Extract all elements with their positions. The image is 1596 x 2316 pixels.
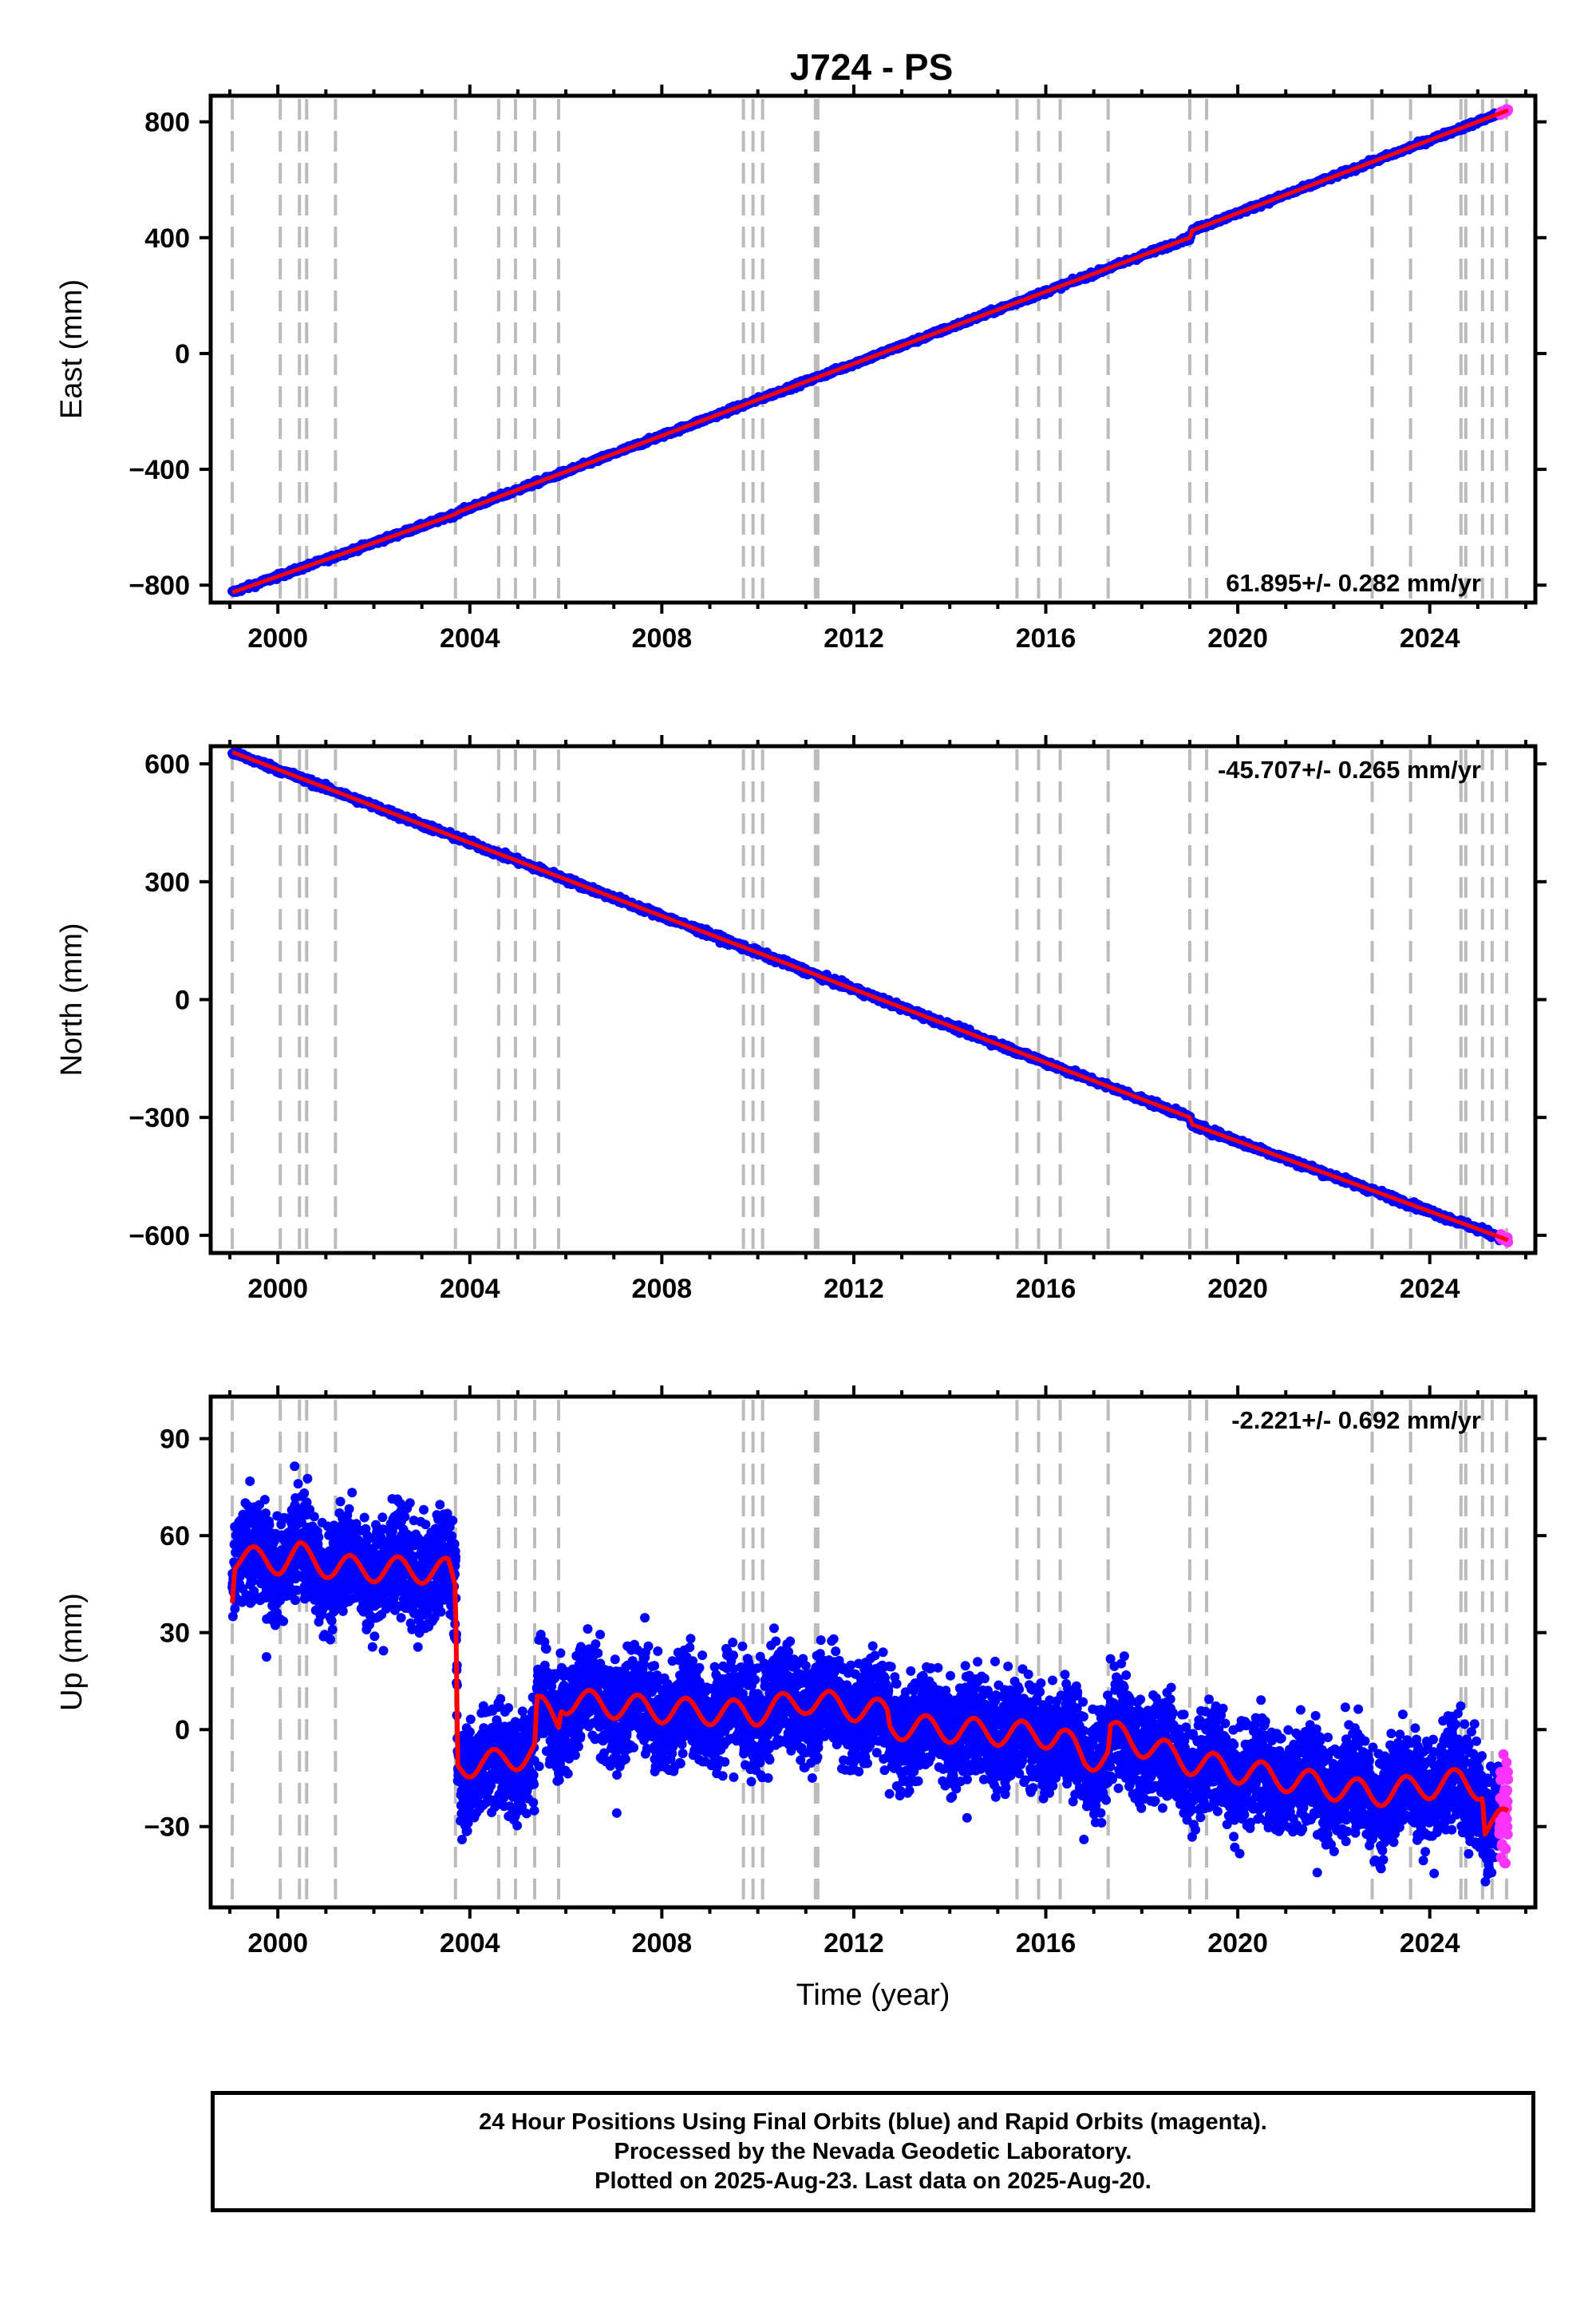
east-event-lines [231, 99, 1508, 599]
panels-container: −800 −400 0 400 800 2000 2004 2008 2012 2016 2020 2… [55, 85, 1547, 2012]
x-tick-label: 2012 [824, 623, 884, 654]
x-tick-label: 2000 [247, 623, 308, 654]
x-tick-label: 2012 [824, 1274, 884, 1304]
y-tick-label: 0 [175, 986, 190, 1016]
east-rate-label: 61.895+/- 0.282 mm/yr [1226, 569, 1481, 597]
east-model-line [231, 108, 1509, 595]
chart-title: J724 - PS [790, 46, 954, 88]
final-orbit-point [262, 1652, 271, 1662]
y-tick-label: −800 [128, 571, 190, 601]
final-orbit-point [230, 1603, 240, 1614]
x-tick-label: 2016 [1016, 623, 1077, 654]
east-data-points [227, 104, 1514, 597]
final-orbit-point [279, 1616, 289, 1626]
east-y-axis-label: East (mm) [55, 279, 89, 419]
y-tick-label: −400 [128, 455, 190, 485]
up-event-lines [231, 1400, 1508, 1904]
final-orbit-point [259, 1495, 270, 1505]
x-tick-label: 2024 [1400, 623, 1460, 654]
y-tick-label: −300 [128, 1103, 190, 1133]
north-y-axis-label: North (mm) [55, 923, 89, 1076]
final-orbit-point [245, 1476, 255, 1486]
y-tick-label: 0 [175, 339, 190, 370]
x-tick-label: 2016 [1016, 1274, 1077, 1304]
y-tick-label: 300 [144, 868, 190, 898]
east-plot-frame [208, 93, 1538, 605]
north-panel: −600 −300 0 300 600 2000 2004 2008 2012 2016 2020 2… [55, 735, 1547, 1304]
y-tick-label: 800 [144, 108, 190, 138]
x-tick-label: 2008 [632, 623, 693, 654]
final-orbit-point [264, 1520, 275, 1530]
x-tick-label: 2000 [247, 1274, 308, 1304]
up-data-points [227, 1461, 1514, 1887]
north-event-lines [231, 749, 1508, 1250]
x-tick-label: 2024 [1400, 1274, 1460, 1304]
x-tick-label: 2004 [440, 623, 500, 654]
east-panel: −800 −400 0 400 800 2000 2004 2008 2012 2016 2020 2… [55, 85, 1547, 654]
x-tick-label: 2004 [440, 1274, 500, 1304]
y-tick-label: 600 [144, 749, 190, 780]
y-tick-label: −600 [128, 1221, 190, 1251]
north-rate-label: -45.707+/- 0.265 mm/yr [1218, 756, 1481, 784]
x-tick-label: 2008 [632, 1274, 693, 1304]
y-tick-label: 400 [144, 223, 190, 254]
x-tick-label: 2020 [1207, 623, 1268, 654]
x-tick-label: 2020 [1207, 1274, 1268, 1304]
